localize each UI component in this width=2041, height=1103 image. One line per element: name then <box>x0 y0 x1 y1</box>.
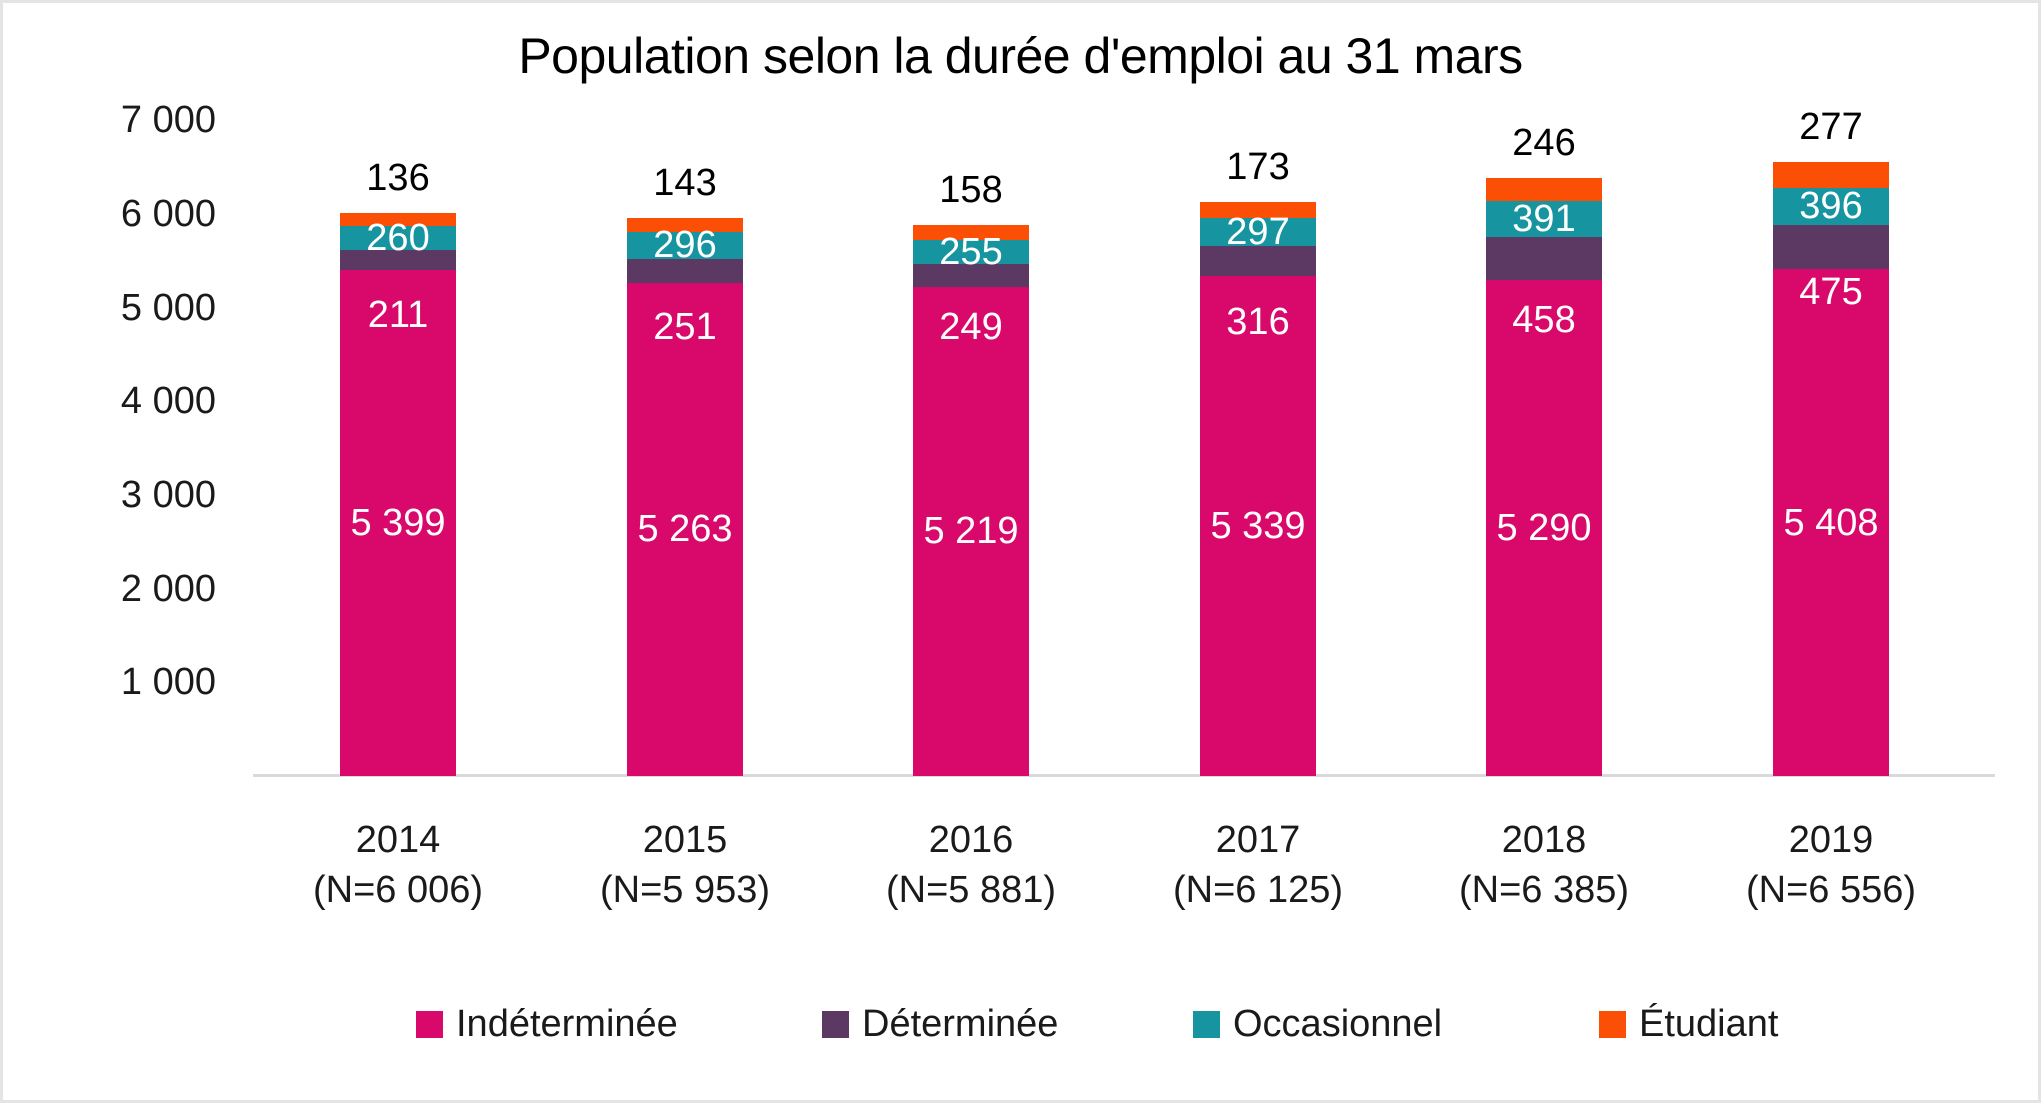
y-axis-tick-label: 1 000 <box>120 661 216 704</box>
legend-item-indeterminee: Indéterminée <box>416 1003 678 1046</box>
category-year-label: 2019 <box>1788 819 1874 861</box>
bar-segment-etudiant-2019 <box>1773 161 1889 188</box>
y-axis-tick-label: 5 000 <box>120 286 216 329</box>
bar-value-label-occasionnel-2015: 296 <box>653 224 717 267</box>
bar-segment-etudiant-2015 <box>627 218 743 232</box>
category-n-label: (N=5 953) <box>599 869 771 911</box>
bar-value-label-indeterminee-2019: 5 408 <box>1783 501 1879 544</box>
x-axis-category-label: 2014 (N=6 006) <box>255 815 542 915</box>
y-axis-tick-label: 7 000 <box>120 99 216 142</box>
legend-item-determinee: Déterminée <box>822 1003 1058 1046</box>
bar-value-label-indeterminee-2014: 5 399 <box>350 502 446 545</box>
bar-value-label-etudiant-2017: 173 <box>1226 146 1290 189</box>
bar-value-label-indeterminee-2015: 5 263 <box>637 508 733 551</box>
bar-segment-determinee-2017 <box>1200 246 1316 276</box>
legend-item-occasionnel: Occasionnel <box>1193 1003 1442 1046</box>
bar-value-label-etudiant-2016: 158 <box>939 168 1003 211</box>
bar-value-label-etudiant-2015: 143 <box>653 162 717 205</box>
bar-value-label-determinee-2019: 475 <box>1799 271 1863 314</box>
legend-label-determinee: Déterminée <box>862 1003 1059 1045</box>
bar-value-label-indeterminee-2016: 5 219 <box>923 510 1019 553</box>
bar-segment-determinee-2015 <box>627 259 743 283</box>
category-n-label: (N=6 125) <box>1172 869 1344 911</box>
legend-item-etudiant: Étudiant <box>1599 1003 1778 1046</box>
legend-label-indeterminee: Indéterminée <box>456 1003 678 1045</box>
bar-segment-etudiant-2014 <box>340 213 456 226</box>
bar-segment-indeterminee-2018 <box>1486 280 1602 776</box>
bar-value-label-etudiant-2019: 277 <box>1799 105 1863 148</box>
bar-value-label-occasionnel-2014: 260 <box>366 217 430 260</box>
category-n-label: (N=5 881) <box>885 869 1057 911</box>
bar-segment-etudiant-2018 <box>1486 177 1602 201</box>
bar-value-label-occasionnel-2018: 391 <box>1512 198 1576 241</box>
category-n-label: (N=6 556) <box>1745 869 1917 911</box>
bar-segment-occasionnel-2017 <box>1200 218 1316 247</box>
bar-segment-determinee-2019 <box>1773 224 1889 270</box>
bar-segment-indeterminee-2016 <box>913 286 1029 776</box>
bar-value-label-determinee-2016: 249 <box>939 305 1003 348</box>
bar-value-label-occasionnel-2017: 297 <box>1226 211 1290 254</box>
bar-value-label-determinee-2018: 458 <box>1512 299 1576 342</box>
category-year-label: 2014 <box>355 819 441 861</box>
legend-marker-etudiant <box>1599 1011 1626 1038</box>
category-year-label: 2018 <box>1501 819 1587 861</box>
bar-segment-indeterminee-2017 <box>1200 275 1316 776</box>
y-axis-tick-label: 4 000 <box>120 380 216 423</box>
x-axis-category-label: 2016 (N=5 881) <box>828 815 1115 915</box>
bar-segment-indeterminee-2019 <box>1773 269 1889 776</box>
category-year-label: 2016 <box>928 819 1014 861</box>
bar-segment-occasionnel-2019 <box>1773 187 1889 225</box>
bar-value-label-occasionnel-2016: 255 <box>939 230 1003 273</box>
y-axis-tick-label: 3 000 <box>120 473 216 516</box>
y-axis-tick-label: 6 000 <box>120 192 216 235</box>
category-n-label: (N=6 385) <box>1458 869 1630 911</box>
bar-segment-occasionnel-2015 <box>627 231 743 260</box>
legend-label-etudiant: Étudiant <box>1639 1003 1779 1045</box>
legend-label-occasionnel: Occasionnel <box>1233 1003 1443 1045</box>
x-axis-line <box>253 774 1995 777</box>
bar-segment-occasionnel-2014 <box>340 225 456 251</box>
y-axis-tick-label: 2 000 <box>120 567 216 610</box>
x-axis-category-label: 2019 (N=6 556) <box>1688 815 1975 915</box>
bar-value-label-determinee-2015: 251 <box>653 305 717 348</box>
bar-segment-indeterminee-2014 <box>340 270 456 776</box>
x-axis-category-label: 2017 (N=6 125) <box>1115 815 1402 915</box>
bar-segment-determinee-2018 <box>1486 237 1602 281</box>
category-year-label: 2017 <box>1215 819 1301 861</box>
x-axis-category-label: 2018 (N=6 385) <box>1401 815 1688 915</box>
bar-value-label-indeterminee-2018: 5 290 <box>1496 507 1592 550</box>
category-n-label: (N=6 006) <box>312 869 484 911</box>
bar-value-label-occasionnel-2019: 396 <box>1799 185 1863 228</box>
legend-marker-occasionnel <box>1193 1011 1220 1038</box>
bar-value-label-determinee-2014: 211 <box>367 294 429 337</box>
chart-title: Population selon la durée d'emploi au 31… <box>518 28 1523 84</box>
bar-segment-indeterminee-2015 <box>627 282 743 776</box>
bar-segment-etudiant-2016 <box>913 224 1029 240</box>
bar-value-label-indeterminee-2017: 5 339 <box>1210 504 1306 547</box>
bar-value-label-determinee-2017: 316 <box>1226 300 1290 343</box>
bar-segment-occasionnel-2016 <box>913 239 1029 264</box>
bar-segment-etudiant-2017 <box>1200 202 1316 219</box>
bar-segment-determinee-2016 <box>913 263 1029 287</box>
bar-segment-determinee-2014 <box>340 250 456 271</box>
bar-value-label-etudiant-2018: 246 <box>1512 121 1576 164</box>
x-axis-category-label: 2015 (N=5 953) <box>542 815 829 915</box>
bar-segment-occasionnel-2018 <box>1486 200 1602 238</box>
category-year-label: 2015 <box>642 819 728 861</box>
bar-value-label-etudiant-2014: 136 <box>366 157 430 200</box>
legend-marker-determinee <box>822 1011 849 1038</box>
legend-marker-indeterminee <box>416 1011 443 1038</box>
